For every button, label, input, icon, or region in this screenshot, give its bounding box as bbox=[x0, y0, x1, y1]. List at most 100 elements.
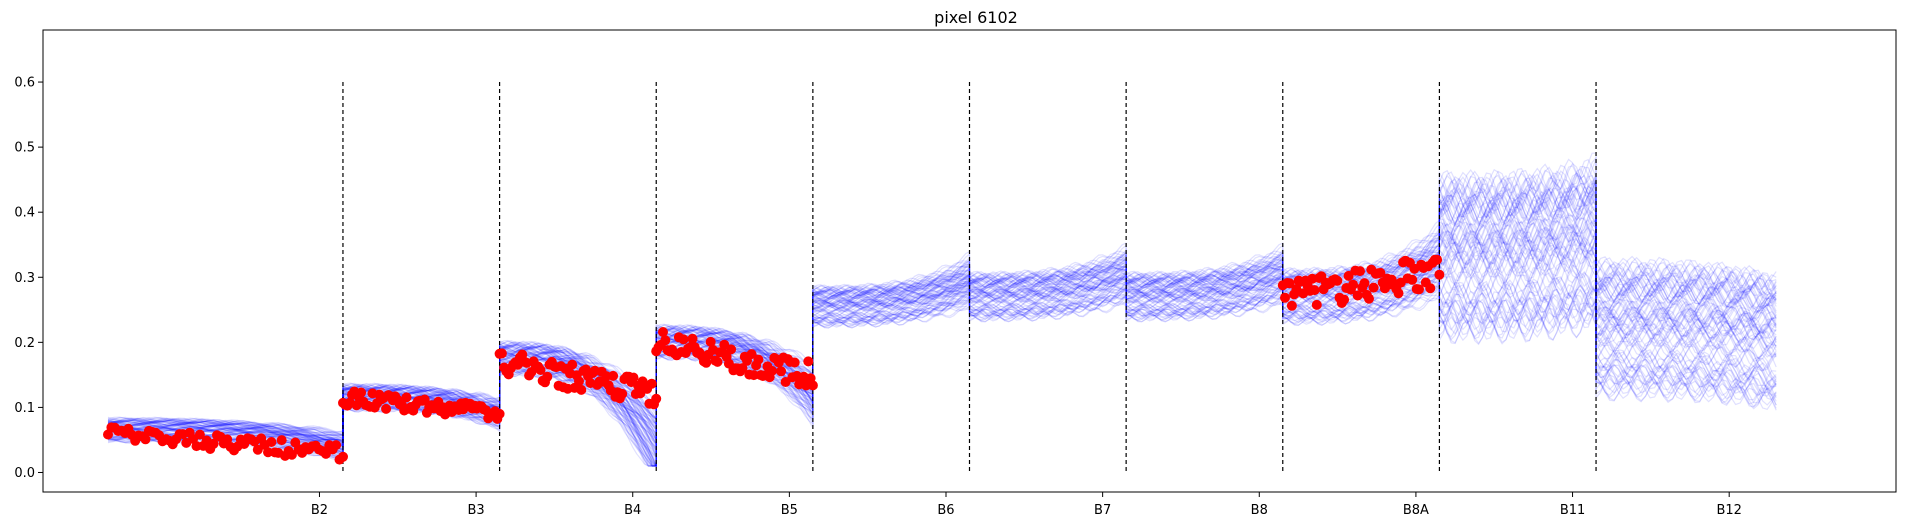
ensemble-line bbox=[107, 228, 1777, 441]
observed-point bbox=[1343, 270, 1354, 281]
observed-point bbox=[807, 380, 818, 391]
ensemble-line bbox=[107, 166, 1777, 467]
observed-point bbox=[419, 394, 430, 405]
x-tick-label: B6 bbox=[937, 503, 954, 518]
observed-point bbox=[1311, 299, 1322, 310]
observed-point bbox=[660, 335, 671, 346]
observed-point bbox=[617, 388, 628, 399]
observed-point bbox=[1375, 267, 1386, 278]
ensemble-line bbox=[107, 188, 1777, 441]
observed-point bbox=[1284, 278, 1295, 289]
ensemble-line bbox=[107, 210, 1777, 443]
observed-point bbox=[1332, 275, 1343, 286]
observed-point bbox=[678, 334, 689, 345]
observed-point bbox=[1393, 288, 1404, 299]
x-tick-label: B2 bbox=[311, 503, 328, 518]
observed-point bbox=[286, 449, 297, 460]
observed-point bbox=[803, 356, 814, 367]
observed-point bbox=[646, 378, 657, 389]
y-tick-label: 0.5 bbox=[14, 141, 35, 156]
observed-point bbox=[1364, 293, 1374, 304]
observed-point bbox=[401, 392, 412, 403]
ensemble-line bbox=[107, 220, 1777, 439]
ensemble-line bbox=[107, 159, 1777, 436]
ensemble-line bbox=[107, 152, 1777, 468]
ensemble-line bbox=[107, 174, 1777, 467]
ensemble-line bbox=[107, 209, 1777, 444]
observed-point bbox=[222, 434, 233, 445]
observed-point bbox=[705, 336, 716, 347]
observed-point bbox=[1339, 294, 1350, 305]
observed-point bbox=[1286, 300, 1297, 311]
observed-point bbox=[658, 327, 668, 337]
y-tick-label: 0.6 bbox=[14, 76, 35, 91]
observed-point bbox=[737, 363, 748, 374]
observed-point bbox=[776, 366, 787, 377]
ensemble-line bbox=[107, 171, 1777, 433]
observed-point bbox=[1348, 279, 1359, 290]
x-tick-label: B5 bbox=[781, 503, 798, 518]
observed-point bbox=[767, 365, 777, 376]
observed-point bbox=[789, 357, 800, 368]
axes-frame bbox=[42, 29, 1897, 493]
observed-point bbox=[1368, 282, 1379, 293]
observed-point bbox=[748, 370, 759, 381]
observed-point bbox=[542, 371, 553, 382]
observed-point bbox=[628, 372, 639, 383]
observed-point bbox=[712, 356, 723, 367]
observed-point bbox=[567, 359, 578, 370]
ensemble-line bbox=[107, 293, 1777, 450]
observed-point bbox=[140, 434, 151, 445]
ensemble-line bbox=[107, 182, 1777, 439]
observed-point bbox=[1414, 284, 1424, 295]
x-tick-label: B3 bbox=[467, 503, 484, 518]
y-axis: 0.0 0.1 0.2 0.3 0.4 0.5 0.6 bbox=[14, 76, 43, 481]
observed-point bbox=[1309, 285, 1320, 296]
observed-point bbox=[746, 349, 757, 360]
observed-point bbox=[494, 408, 505, 419]
observed-point bbox=[535, 365, 546, 375]
observed-point bbox=[1434, 269, 1445, 280]
ensemble-line bbox=[107, 174, 1777, 436]
observed-point bbox=[576, 384, 587, 395]
y-tick-label: 0.2 bbox=[14, 336, 35, 351]
observed-point bbox=[276, 435, 287, 446]
x-tick-label: B11 bbox=[1560, 503, 1585, 518]
observed-point bbox=[356, 387, 367, 398]
ensemble-line bbox=[107, 228, 1777, 442]
y-tick-label: 0.4 bbox=[14, 206, 35, 221]
observed-point bbox=[1432, 254, 1443, 265]
observed-point bbox=[1425, 283, 1436, 294]
observed-point bbox=[208, 438, 219, 449]
y-tick-label: 0.0 bbox=[14, 466, 35, 481]
x-axis: B2 B3 B4 B5 B6 B7 B8 B8A B11 B12 bbox=[311, 492, 1742, 518]
observed-point bbox=[331, 440, 342, 451]
observed-point bbox=[496, 348, 507, 359]
x-tick-label: B7 bbox=[1094, 503, 1111, 518]
observed-point bbox=[701, 357, 712, 368]
observed-point bbox=[194, 429, 205, 440]
ensemble-line bbox=[107, 297, 1777, 454]
ensemble-line bbox=[107, 166, 1777, 440]
plot-area bbox=[103, 82, 1777, 473]
x-tick-label: B12 bbox=[1716, 503, 1741, 518]
ensemble-line bbox=[107, 294, 1777, 456]
observed-point bbox=[381, 403, 392, 414]
ensemble-lines bbox=[107, 152, 1777, 469]
y-tick-label: 0.3 bbox=[14, 271, 35, 286]
observed-points bbox=[103, 254, 1445, 465]
observed-point bbox=[651, 393, 662, 404]
observed-point bbox=[1352, 290, 1363, 301]
observed-point bbox=[687, 333, 698, 344]
chart-title: pixel 6102 bbox=[934, 8, 1018, 27]
ensemble-line bbox=[107, 186, 1777, 449]
ensemble-line bbox=[107, 179, 1777, 458]
ensemble-line bbox=[107, 175, 1777, 467]
x-tick-label: B8 bbox=[1251, 503, 1268, 518]
y-tick-label: 0.1 bbox=[14, 401, 35, 416]
observed-point bbox=[1359, 278, 1370, 289]
x-tick-label: B8A bbox=[1403, 503, 1429, 518]
observed-point bbox=[266, 437, 277, 447]
x-tick-label: B4 bbox=[624, 503, 641, 518]
